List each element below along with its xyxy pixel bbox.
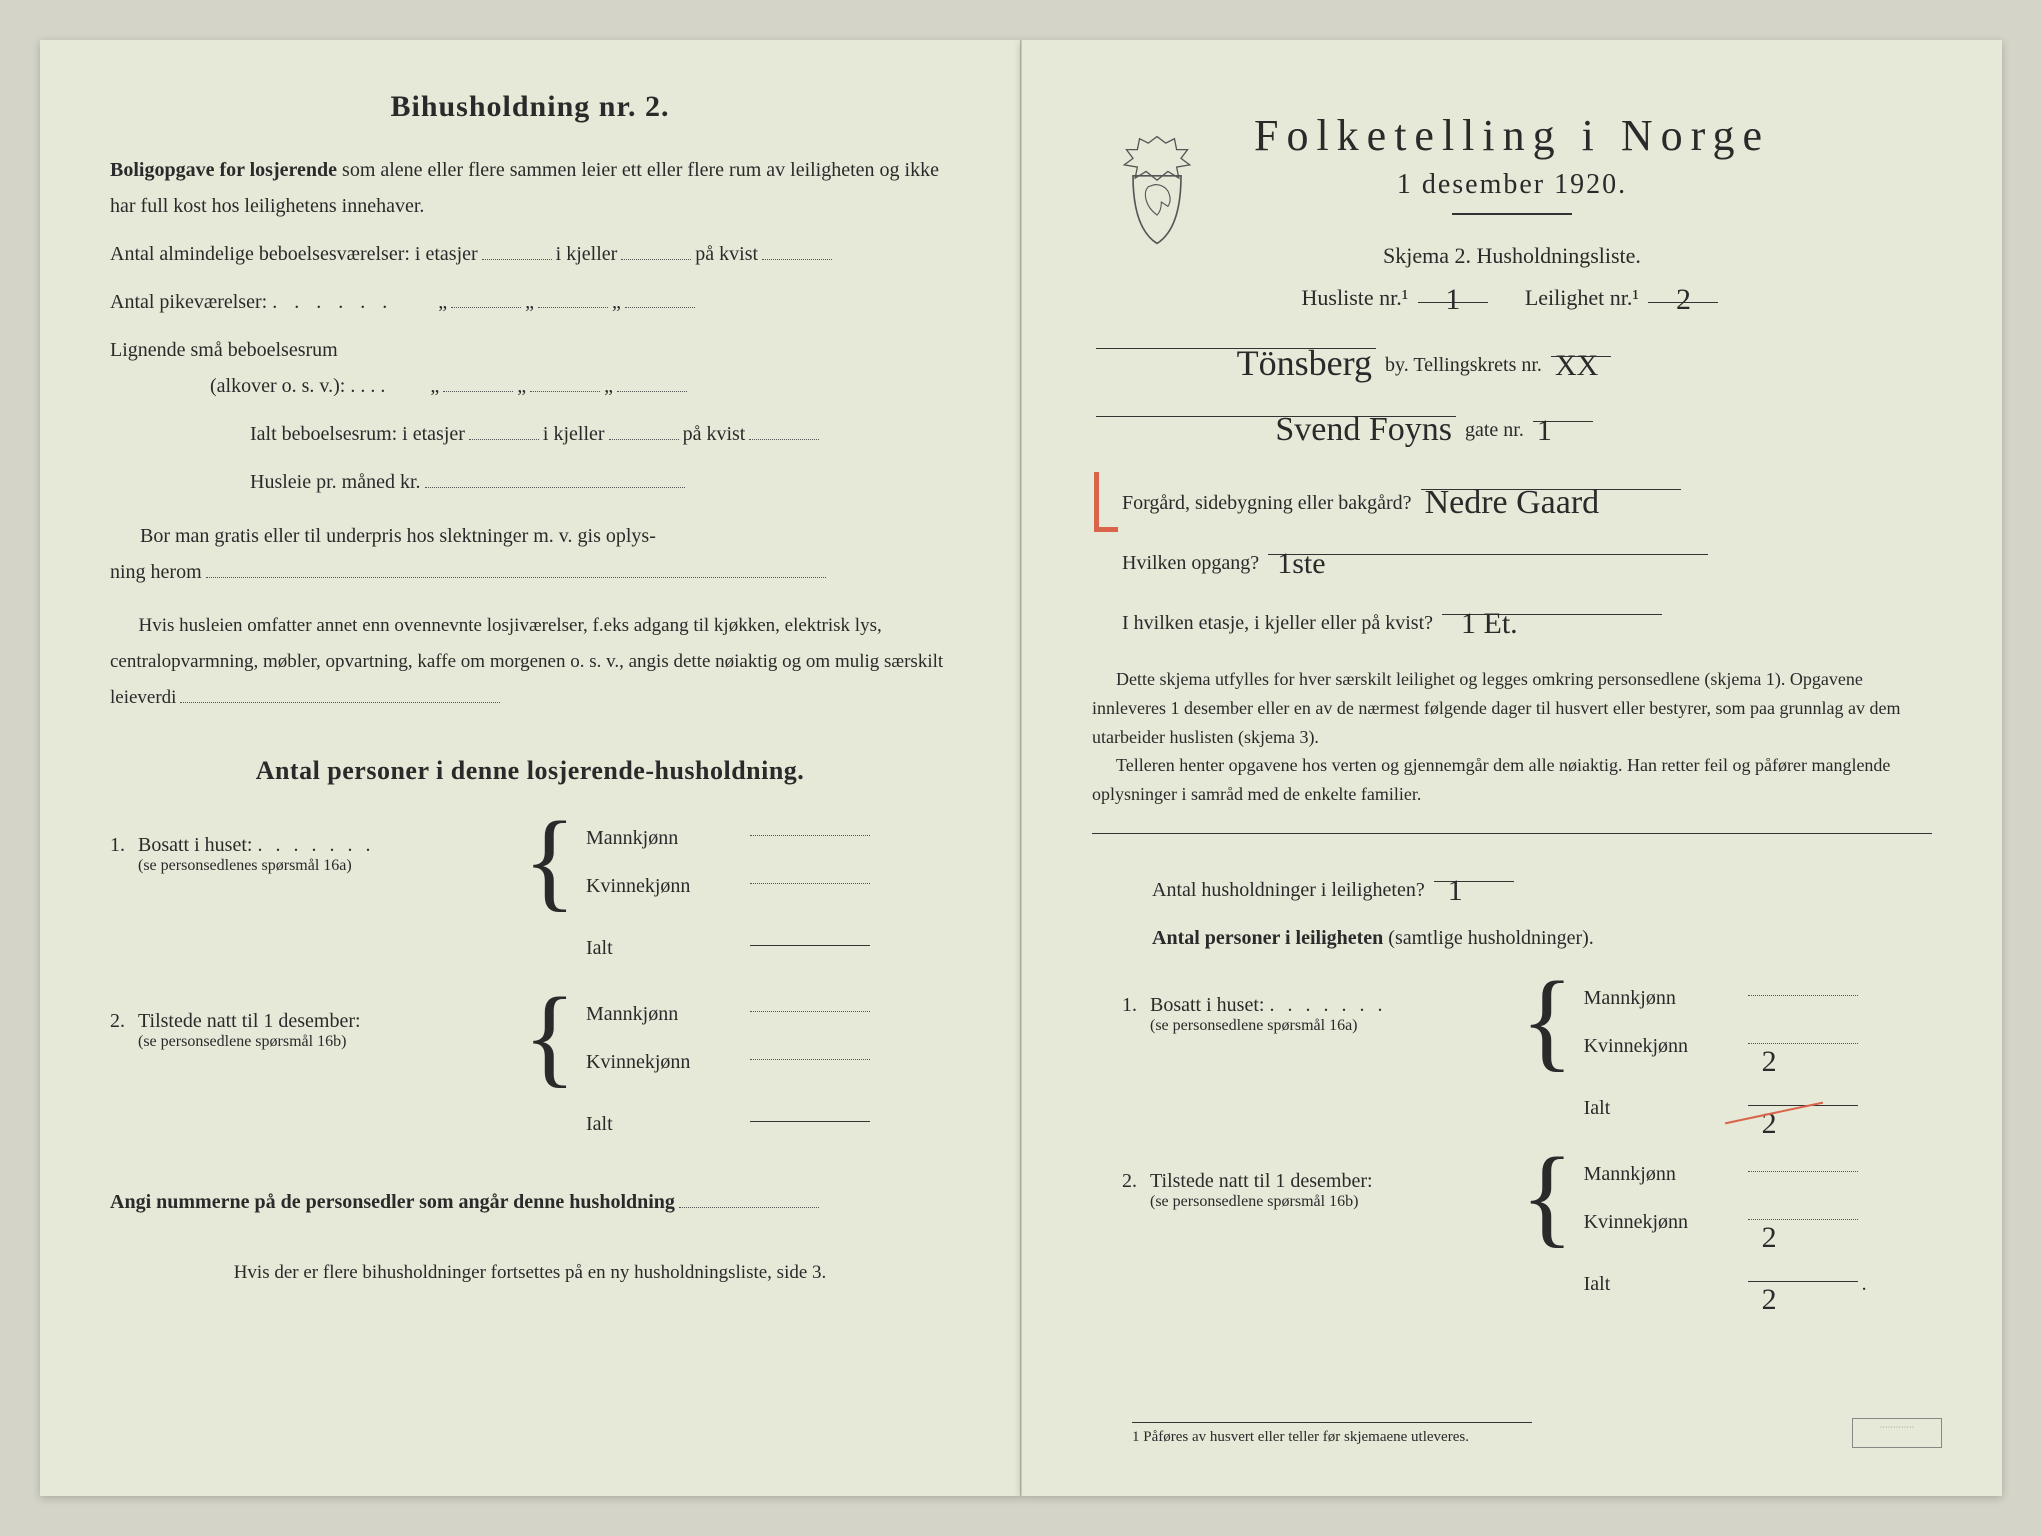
brace-icon: { xyxy=(523,814,576,908)
brace-icon: { xyxy=(1521,974,1574,1068)
blank xyxy=(621,238,691,260)
antal-personer-heading: Antal personer i leiligheten (samtlige h… xyxy=(1152,920,1932,956)
line-alkover: (alkover o. s. v.): . . . . „„„ xyxy=(210,368,950,404)
main-title: Folketelling i Norge xyxy=(1092,110,1932,161)
right-q2-block: 2.Tilstede natt til 1 desember: (se pers… xyxy=(1122,1150,1932,1308)
leilighet-value: 2 xyxy=(1648,279,1718,303)
blank xyxy=(538,286,608,308)
q1-ialt-value: 2 xyxy=(1748,1084,1858,1106)
etasje-line: I hvilken etasje, i kjeller eller på kvi… xyxy=(1122,593,1932,641)
blank xyxy=(750,1100,870,1122)
husliste-value: 1 xyxy=(1418,279,1488,303)
forgard-line: Forgård, sidebygning eller bakgård? Nedr… xyxy=(1122,468,1932,521)
coat-of-arms-icon xyxy=(1112,130,1202,250)
by-line: Tönsberg by. Tellingskrets nr. XX xyxy=(1092,327,1932,383)
gatenr-value: 1 xyxy=(1533,400,1593,422)
blank xyxy=(180,682,500,703)
line-lignende: Lignende små beboelsesrum xyxy=(110,332,950,368)
gate-value: Svend Foyns xyxy=(1096,395,1456,417)
forgard-value: Nedre Gaard xyxy=(1421,468,1681,490)
blank xyxy=(451,286,521,308)
line-husleie: Husleie pr. måned kr. xyxy=(250,464,950,500)
angi-line: Angi nummerne på de personsedler som ang… xyxy=(110,1184,950,1220)
q1-mann-value xyxy=(1748,974,1858,996)
blank xyxy=(750,924,870,946)
intro-paragraph: Boligopgave for losjerende som alene ell… xyxy=(110,152,950,224)
blank xyxy=(750,990,870,1012)
right-page: Folketelling i Norge 1 desember 1920. Sk… xyxy=(1021,40,2002,1496)
skjema-line: Skjema 2. Husholdningsliste. xyxy=(1092,243,1932,269)
date-subtitle: 1 desember 1920. xyxy=(1092,169,1932,201)
opgang-value: 1ste xyxy=(1268,533,1708,555)
blank xyxy=(749,418,819,440)
antal-hush-value: 1 xyxy=(1434,860,1514,882)
line-beboelsesvaerelser: Antal almindelige beboelsesværelser: i e… xyxy=(110,236,950,272)
q2-kvinne-value: 2 xyxy=(1748,1198,1858,1220)
husliste-line: Husliste nr.¹ 1 Leilighet nr.¹ 2 xyxy=(1092,279,1932,311)
left-subheading: Antal personer i denne losjerende-hushol… xyxy=(110,756,950,786)
blank xyxy=(617,370,687,392)
left-heading: Bihusholdning nr. 2. xyxy=(110,90,950,124)
right-q1-block: 1.Bosatt i huset: . . . . . . . (se pers… xyxy=(1122,974,1932,1132)
blank xyxy=(762,238,832,260)
q2-block: 2.Tilstede natt til 1 desember: (se pers… xyxy=(110,990,950,1148)
etasje-value: 1 Et. xyxy=(1442,593,1662,615)
blank xyxy=(750,1038,870,1060)
red-annotation-mark xyxy=(1094,472,1118,532)
gate-line: Svend Foyns gate nr. 1 xyxy=(1092,395,1932,448)
blank xyxy=(750,862,870,884)
blank xyxy=(609,418,679,440)
intro-bold: Boligopgave for losjerende xyxy=(110,159,337,181)
opgang-line: Hvilken opgang? 1ste xyxy=(1122,533,1932,581)
line-ialt-bebo: Ialt beboelsesrum: i etasjeri kjellerpå … xyxy=(250,416,950,452)
printer-stamp: ············· xyxy=(1852,1418,1942,1448)
blank xyxy=(679,1186,819,1208)
blank xyxy=(482,238,552,260)
brace-icon: { xyxy=(1521,1150,1574,1244)
antal-hush-line: Antal husholdninger i leiligheten? 1 xyxy=(1152,860,1932,908)
para-husleie-details: Hvis husleien omfatter annet enn ovennev… xyxy=(110,608,950,716)
blank xyxy=(443,370,513,392)
blank xyxy=(750,814,870,836)
left-page: Bihusholdning nr. 2. Boligopgave for los… xyxy=(40,40,1021,1496)
line-pikevaerelser: Antal pikeværelser: . . . . . . „„„ xyxy=(110,284,950,320)
krets-value: XX xyxy=(1551,335,1611,357)
blank xyxy=(469,418,539,440)
by-value: Tönsberg xyxy=(1096,327,1376,349)
blank xyxy=(425,466,685,488)
blank xyxy=(625,286,695,308)
q1-kvinne-value: 2 xyxy=(1748,1022,1858,1044)
blank xyxy=(530,370,600,392)
left-footer: Hvis der er flere bihusholdninger fortse… xyxy=(110,1256,950,1290)
brace-icon: { xyxy=(523,990,576,1084)
title-rule xyxy=(1452,213,1572,215)
document-spread: Bihusholdning nr. 2. Boligopgave for los… xyxy=(0,0,2042,1536)
q2-ialt-value: 2 xyxy=(1748,1260,1858,1282)
instructions-para: Dette skjema utfylles for hver særskilt … xyxy=(1092,665,1932,809)
line-gratis: Bor man gratis eller til underpris hos s… xyxy=(110,518,950,590)
divider-rule xyxy=(1092,833,1932,834)
blank xyxy=(206,556,826,578)
q1-block: 1.Bosatt i huset: . . . . . . . (se pers… xyxy=(110,814,950,972)
footnote: 1 Påføres av husvert eller teller før sk… xyxy=(1132,1422,1532,1446)
